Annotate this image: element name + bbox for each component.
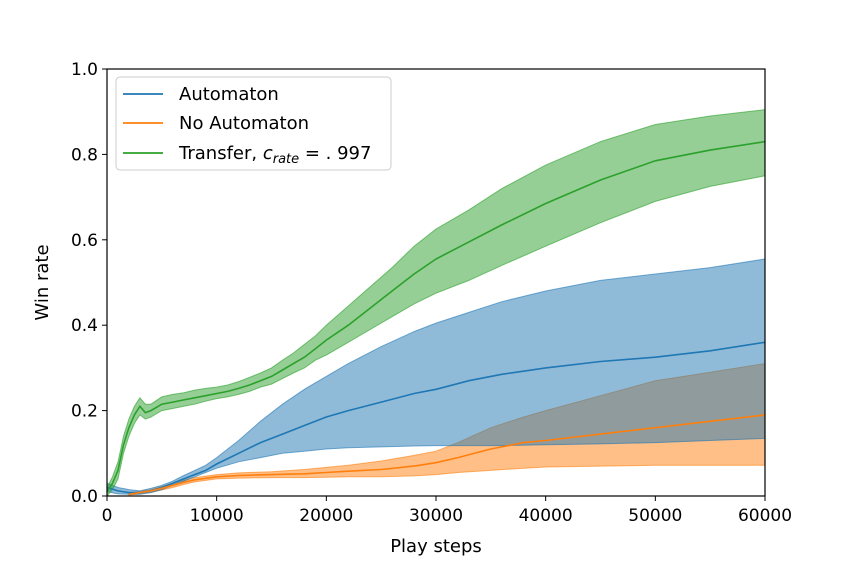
legend-label-2: Transfer, crate = . 997	[178, 143, 371, 167]
legend: Automaton No Automaton Transfer, crate = .…	[115, 76, 392, 171]
legend-label-rest: = . 997	[299, 143, 371, 164]
x-axis-ticks: 0 10000 20000 30000 40000 50000 60000	[102, 496, 792, 526]
y-tick-label: 0.4	[71, 316, 98, 336]
legend-label-subscript: rate	[273, 152, 299, 167]
line-series-1	[128, 414, 766, 496]
y-tick-label: 0.6	[71, 231, 98, 251]
legend-box	[115, 76, 392, 171]
legend-label-text: Transfer,	[178, 143, 263, 164]
x-tick-label: 30000	[409, 506, 463, 526]
confidence-bands	[106, 109, 766, 498]
x-tick-label: 10000	[190, 506, 244, 526]
y-axis-label: Win rate	[32, 244, 53, 320]
y-tick-label: 0.8	[71, 145, 98, 165]
x-tick-label: 40000	[519, 506, 573, 526]
line-series-2	[106, 140, 766, 493]
x-tick-label: 60000	[738, 506, 792, 526]
y-tick-label: 1.0	[71, 60, 98, 80]
x-tick-label: 0	[102, 506, 113, 526]
x-tick-label: 50000	[628, 506, 682, 526]
x-axis-label: Play steps	[390, 536, 482, 557]
legend-label-1: No Automaton	[179, 113, 309, 134]
legend-label-math: c	[263, 143, 273, 164]
y-axis-ticks: 0.0 0.2 0.4 0.6 0.8 1.0	[71, 60, 107, 507]
x-tick-label: 20000	[299, 506, 353, 526]
series-lines	[106, 140, 766, 496]
legend-label-0: Automaton	[179, 84, 279, 105]
y-tick-label: 0.0	[71, 487, 98, 507]
y-tick-label: 0.2	[71, 402, 98, 422]
